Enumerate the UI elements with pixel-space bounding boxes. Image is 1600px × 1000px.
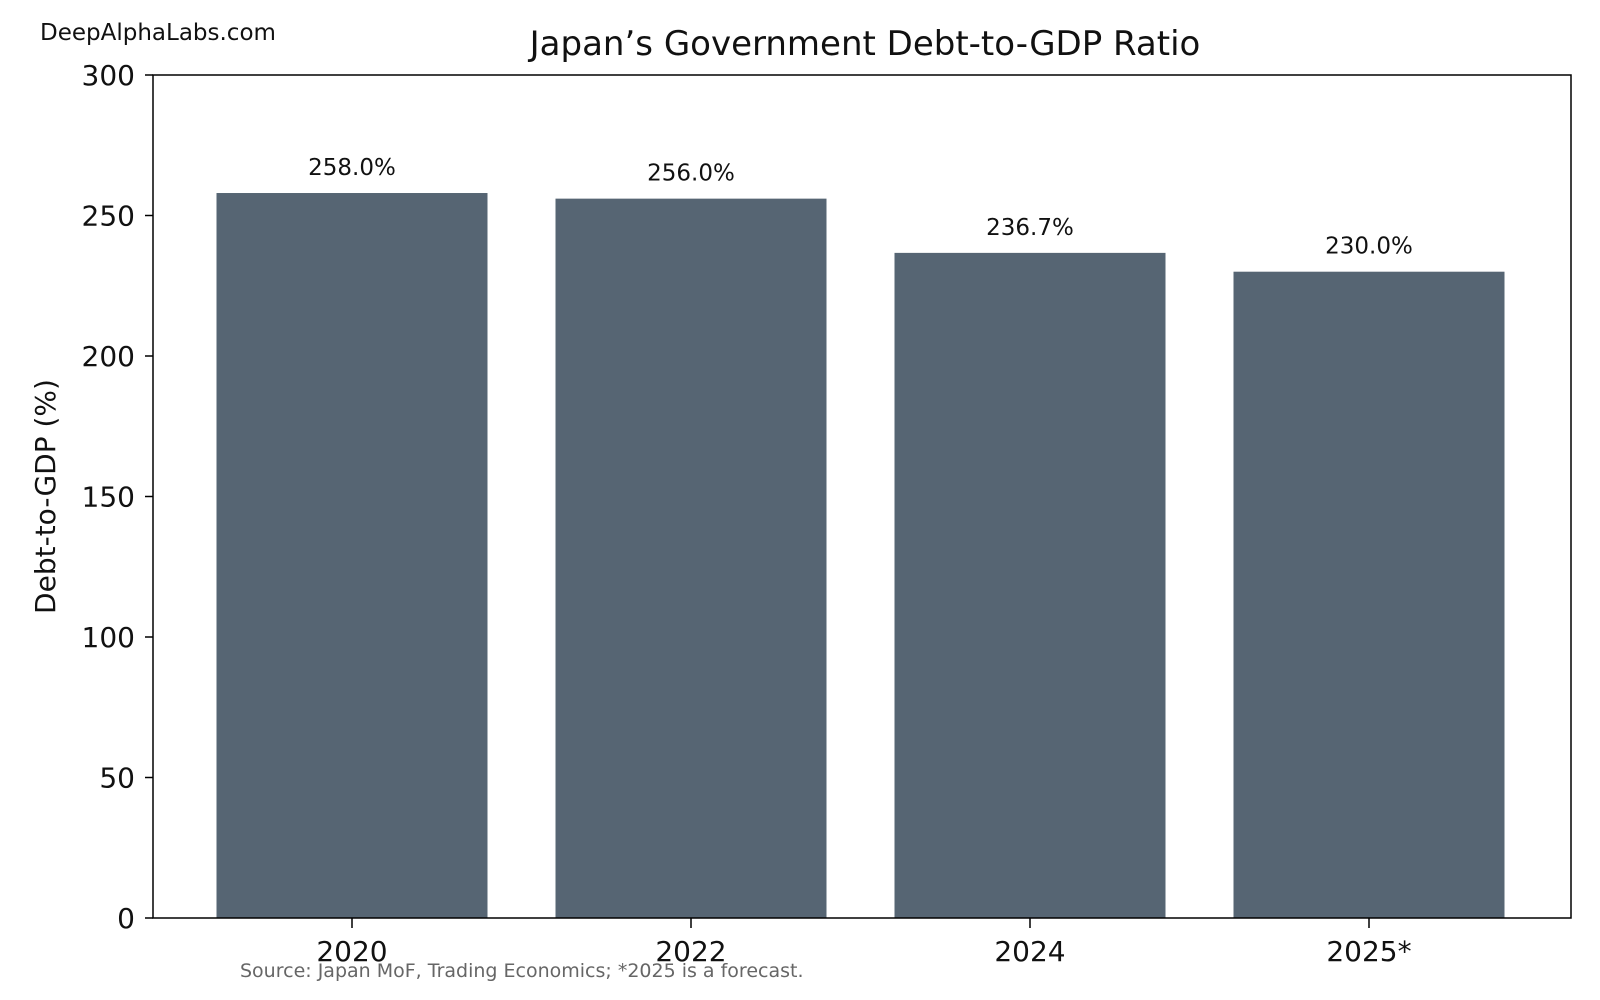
y-tick-label: 200 — [82, 340, 135, 373]
y-tick-label: 300 — [82, 59, 135, 92]
x-tick-label: 2025* — [1326, 935, 1411, 968]
x-tick-label: 2024 — [994, 935, 1065, 968]
bar-2022 — [555, 198, 827, 918]
bar-2024 — [894, 252, 1166, 919]
data-label: 256.0% — [647, 161, 735, 187]
y-tick-label: 150 — [82, 481, 135, 514]
watermark: DeepAlphaLabs.com — [40, 20, 276, 46]
chart-title: Japan’s Government Debt-to-GDP Ratio — [529, 24, 1201, 64]
data-label: 236.7% — [986, 215, 1074, 241]
y-axis-label: Debt-to-GDP (%) — [29, 379, 62, 614]
y-tick-label: 100 — [82, 621, 135, 654]
y-tick-label: 0 — [117, 902, 135, 935]
data-label: 258.0% — [308, 155, 396, 181]
source-note: Source: Japan MoF, Trading Economics; *2… — [240, 960, 804, 982]
x-tick-label: 2020 — [316, 935, 387, 968]
y-tick-label: 250 — [82, 200, 135, 233]
y-tick-label: 50 — [99, 762, 135, 795]
data-label: 230.0% — [1325, 234, 1413, 260]
bar-2020 — [216, 193, 488, 918]
bar-2025 — [1233, 271, 1505, 918]
x-tick-label: 2022 — [655, 935, 726, 968]
